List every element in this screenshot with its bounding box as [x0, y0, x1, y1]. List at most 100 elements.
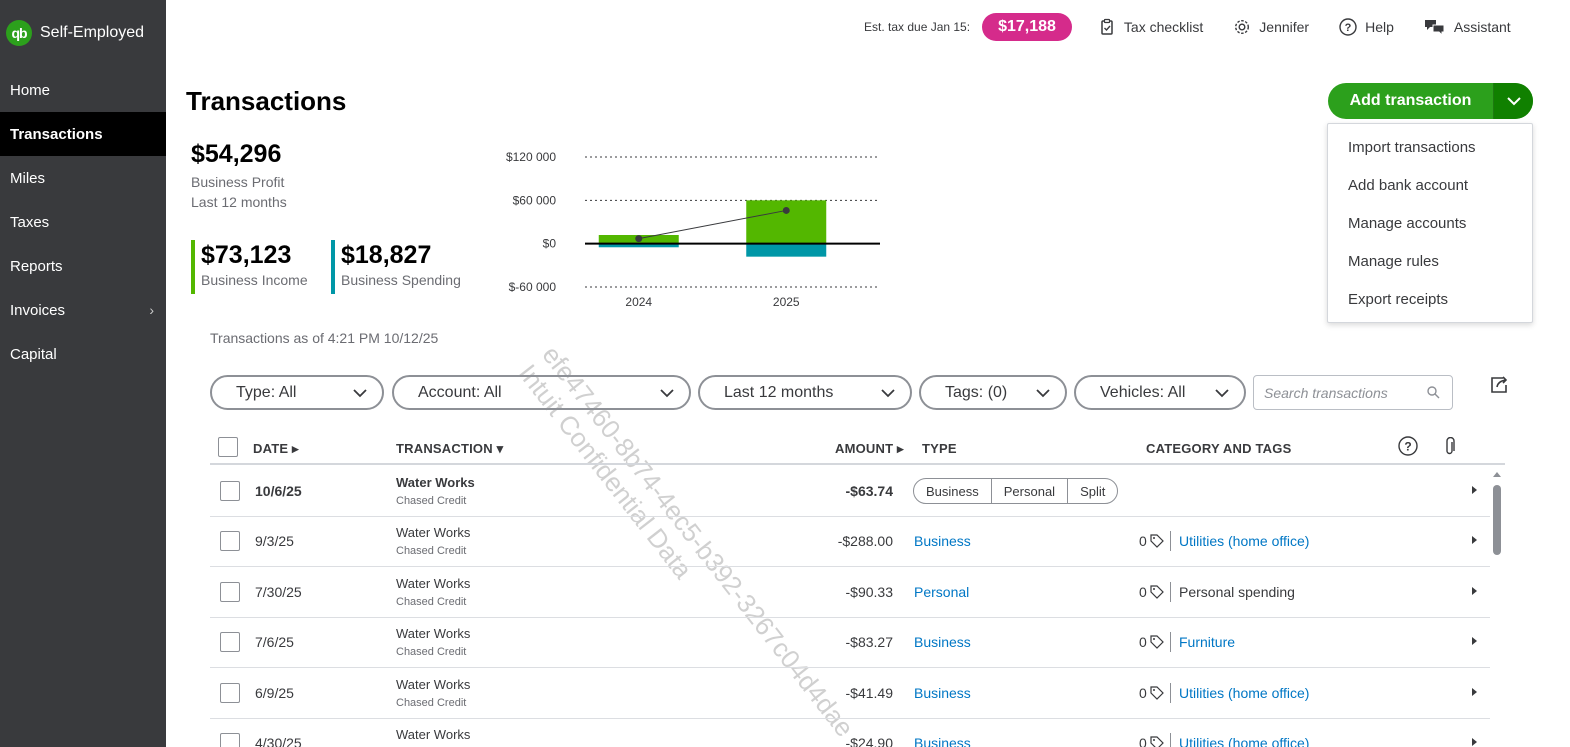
row-checkbox[interactable] [220, 632, 240, 652]
scroll-up-arrow-icon[interactable] [1492, 470, 1502, 478]
type-option-business[interactable]: Business [914, 479, 992, 503]
menu-item-manage-accounts[interactable]: Manage accounts [1348, 214, 1467, 232]
row-checkbox[interactable] [220, 683, 240, 703]
table-scrollbar[interactable] [1492, 470, 1502, 747]
row-tags[interactable]: 0 [1139, 685, 1164, 701]
table-row[interactable]: 7/30/25 Water Works Chased Credit -$90.33 Pe… [210, 567, 1490, 618]
menu-item-manage-rules[interactable]: Manage rules [1348, 252, 1439, 270]
sidebar-item-taxes[interactable]: Taxes [0, 200, 166, 244]
amount-column-header[interactable]: AMOUNT ▸ [835, 441, 904, 456]
row-amount: -$63.74 [845, 483, 893, 499]
attachment-icon[interactable] [1444, 437, 1456, 457]
tags-filter[interactable]: Tags: (0) [919, 375, 1067, 410]
sidebar-item-capital[interactable]: Capital [0, 332, 166, 376]
tax-checklist-link[interactable]: Tax checklist [1098, 18, 1203, 36]
assistant-link[interactable]: Assistant [1424, 18, 1511, 36]
account-filter[interactable]: Account: All [392, 375, 691, 410]
table-row[interactable]: 7/6/25 Water Works Chased Credit -$83.27 Bus… [210, 617, 1490, 668]
assistant-label: Assistant [1453, 19, 1511, 35]
row-account: Chased Credit [396, 646, 467, 658]
type-option-personal[interactable]: Personal [992, 479, 1069, 503]
row-category[interactable]: Utilities (home office) [1179, 533, 1310, 549]
expand-row-icon[interactable] [1470, 535, 1478, 545]
add-transaction-menu-toggle[interactable] [1493, 83, 1533, 119]
svg-text:?: ? [1345, 22, 1352, 34]
row-account: Chased Credit [396, 495, 467, 507]
row-amount: -$288.00 [837, 533, 893, 549]
svg-text:?: ? [1404, 440, 1411, 454]
divider [1170, 531, 1171, 551]
y-tick-label: $120 000 [506, 150, 556, 164]
sidebar: qb Self-Employed Home Transactions Miles… [0, 0, 166, 747]
menu-item-export-receipts[interactable]: Export receipts [1348, 290, 1449, 308]
row-tags[interactable]: 0 [1139, 735, 1164, 747]
row-checkbox[interactable] [220, 481, 240, 501]
menu-item-add-bank-account[interactable]: Add bank account [1348, 176, 1469, 194]
row-category[interactable]: Utilities (home office) [1179, 735, 1310, 747]
help-label: Help [1365, 19, 1394, 35]
date-column-header[interactable]: DATE ▸ [253, 441, 299, 456]
help-link[interactable]: ? Help [1339, 18, 1394, 36]
row-amount: -$90.33 [845, 584, 893, 600]
sidebar-item-reports[interactable]: Reports [0, 244, 166, 288]
sidebar-item-home[interactable]: Home [0, 68, 166, 112]
chevron-right-icon: › [149, 302, 154, 318]
select-all-checkbox[interactable] [218, 437, 238, 457]
expand-row-icon[interactable] [1470, 737, 1478, 747]
row-type-link[interactable]: Personal [914, 584, 970, 600]
sidebar-item-miles[interactable]: Miles [0, 156, 166, 200]
row-checkbox[interactable] [220, 531, 240, 551]
spending-bar [598, 243, 679, 248]
type-option-split[interactable]: Split [1080, 483, 1106, 499]
row-category[interactable]: Furniture [1179, 634, 1236, 650]
row-checkbox[interactable] [220, 733, 240, 747]
vehicles-filter[interactable]: Vehicles: All [1074, 375, 1246, 410]
row-tags[interactable]: 0 [1139, 634, 1164, 650]
row-tags[interactable]: 0 [1139, 584, 1164, 600]
table-row[interactable]: 9/3/25 Water Works Chased Credit -$288.00 Bu… [210, 516, 1490, 567]
divider [1170, 582, 1171, 602]
row-category[interactable]: Utilities (home office) [1179, 685, 1310, 701]
sidebar-item-transactions[interactable]: Transactions [0, 112, 166, 156]
business-spending-label: Business Spending [341, 272, 461, 288]
user-menu[interactable]: Jennifer [1233, 18, 1309, 36]
sidebar-item-label: Home [10, 81, 51, 99]
sidebar-item-invoices[interactable]: Invoices › [0, 288, 166, 332]
search-input[interactable]: Search transactions [1253, 375, 1453, 410]
transaction-column-header[interactable]: TRANSACTION ▾ [396, 441, 504, 456]
row-amount: -$24.90 [845, 735, 893, 747]
row-date: 7/30/25 [255, 584, 302, 600]
row-checkbox[interactable] [220, 582, 240, 602]
y-tick-label: $0 [543, 237, 557, 251]
expand-row-icon[interactable] [1470, 586, 1478, 596]
expand-row-icon[interactable] [1470, 687, 1478, 697]
help-icon[interactable]: ? [1398, 436, 1418, 456]
type-filter[interactable]: Type: All [210, 375, 384, 410]
row-type-link[interactable]: Business [914, 533, 971, 549]
row-tags[interactable]: 0 [1139, 533, 1164, 549]
account-filter-label: Account: All [418, 383, 502, 401]
divider [1170, 733, 1171, 747]
type-column-header: TYPE [922, 441, 957, 456]
row-amount: -$83.27 [845, 634, 893, 650]
table-row[interactable]: 10/6/25 Water Works Chased Credit -$63.74 Bu… [210, 466, 1490, 517]
tag-icon [1150, 686, 1164, 700]
period-filter[interactable]: Last 12 months [698, 375, 912, 410]
row-type-link[interactable]: Business [914, 634, 971, 650]
income-bar [746, 200, 827, 244]
brand[interactable]: qb Self-Employed [6, 20, 144, 46]
table-row[interactable]: 6/9/25 Water Works Chased Credit -$41.49 Bus… [210, 668, 1490, 719]
menu-item-import-transactions[interactable]: Import transactions [1348, 138, 1476, 156]
scrollbar-thumb[interactable] [1493, 485, 1501, 555]
expand-row-icon[interactable] [1470, 485, 1478, 495]
row-transaction-name: Water Works [396, 525, 471, 540]
export-icon[interactable] [1488, 374, 1510, 396]
x-tick-label: 2025 [773, 295, 800, 309]
add-transaction-button[interactable]: Add transaction [1349, 92, 1472, 109]
est-tax-badge[interactable]: $17,188 [982, 13, 1072, 41]
row-transaction-name: Water Works [396, 475, 475, 490]
row-type-link[interactable]: Business [914, 685, 971, 701]
row-type-link[interactable]: Business [914, 735, 971, 747]
expand-row-icon[interactable] [1470, 636, 1478, 646]
